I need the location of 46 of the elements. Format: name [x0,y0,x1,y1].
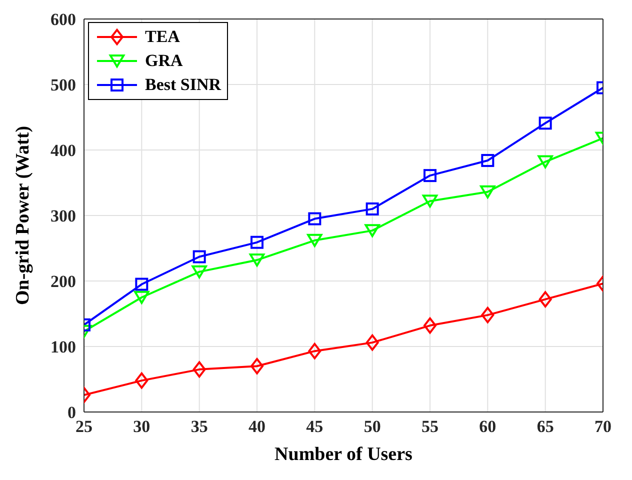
x-tick-label: 70 [594,417,612,436]
y-tick-label: 400 [50,141,76,160]
y-tick-label: 300 [50,206,76,226]
point [249,254,265,267]
point [364,224,380,238]
y-tick-label: 100 [50,338,76,357]
x-axis-title: Number of Users [274,444,412,465]
x-tick-label: 50 [364,417,381,436]
point [250,358,264,374]
point [250,236,264,249]
point [538,116,552,130]
legend-label: Best SINR [145,75,222,95]
x-tick-label: 45 [306,417,324,436]
point [135,278,148,291]
x-tick-label: 40 [248,417,266,436]
point [192,265,207,278]
point [538,291,552,308]
x-tick-label: 30 [133,417,150,436]
point [308,212,322,226]
point [307,234,322,247]
y-axis-title: On-grid Power (Watt) [12,126,34,306]
x-tick-label: 35 [190,417,208,436]
x-tick-label: 60 [479,417,496,436]
point [481,306,494,324]
point [424,169,436,182]
x-tick-label: 55 [422,417,438,436]
point [192,250,206,264]
point [366,202,379,216]
x-tick-label: 25 [76,417,92,436]
y-tick-label: 600 [50,10,76,30]
point [481,154,494,167]
point [424,317,436,334]
point [135,372,148,389]
y-tick-label: 200 [50,272,76,292]
y-tick-label: 500 [50,76,76,95]
point [480,185,496,198]
point [192,361,206,378]
x-tick-label: 65 [536,417,554,436]
legend-label: GRA [145,51,183,71]
point [134,290,150,304]
point [538,155,553,168]
y-tick-label: 0 [68,403,76,422]
point [422,194,438,208]
point [366,334,379,351]
legend-label: TEA [145,27,180,47]
point [308,342,322,360]
